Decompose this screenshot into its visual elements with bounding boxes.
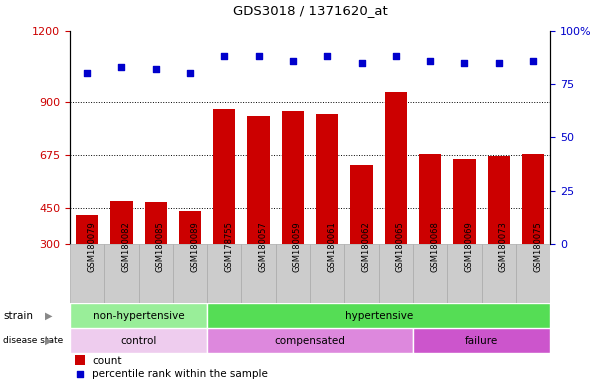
Bar — [207, 303, 550, 328]
Text: GSM180057: GSM180057 — [258, 222, 268, 272]
Bar — [70, 328, 207, 353]
Bar — [385, 92, 407, 244]
Bar — [522, 154, 544, 244]
Bar — [379, 244, 413, 303]
Bar — [419, 154, 441, 244]
Bar — [488, 156, 510, 244]
Point — [425, 58, 435, 64]
Text: GSM180085: GSM180085 — [156, 222, 165, 272]
Text: failure: failure — [465, 336, 498, 346]
Bar — [350, 164, 373, 244]
Point — [357, 60, 367, 66]
Bar — [447, 244, 482, 303]
Bar — [310, 244, 344, 303]
Point — [117, 64, 126, 70]
Bar — [207, 244, 241, 303]
Bar — [207, 328, 413, 353]
Text: GSM180068: GSM180068 — [430, 222, 439, 272]
Point — [460, 60, 469, 66]
Point — [75, 371, 85, 377]
Bar — [110, 201, 133, 244]
Text: GSM180089: GSM180089 — [190, 222, 199, 272]
Bar — [139, 244, 173, 303]
Text: GSM180065: GSM180065 — [396, 222, 405, 272]
Bar — [145, 202, 167, 244]
Text: GSM180082: GSM180082 — [122, 222, 130, 272]
Text: GSM180073: GSM180073 — [499, 222, 508, 272]
Text: ▶: ▶ — [45, 311, 52, 321]
Text: disease state: disease state — [3, 336, 63, 345]
Bar — [276, 244, 310, 303]
Text: GSM180062: GSM180062 — [362, 222, 370, 272]
Point — [391, 53, 401, 60]
Bar — [241, 244, 276, 303]
Bar — [482, 244, 516, 303]
Bar — [179, 211, 201, 244]
Text: count: count — [92, 356, 122, 366]
Text: compensated: compensated — [275, 336, 345, 346]
Text: ▶: ▶ — [45, 336, 52, 346]
Text: GSM180079: GSM180079 — [87, 222, 96, 272]
Bar — [247, 116, 270, 244]
Bar — [516, 244, 550, 303]
Bar — [413, 244, 447, 303]
Point — [219, 53, 229, 60]
Point — [151, 66, 161, 72]
Bar — [70, 303, 207, 328]
Text: GDS3018 / 1371620_at: GDS3018 / 1371620_at — [233, 4, 387, 17]
Point — [185, 70, 195, 76]
Bar — [316, 114, 339, 244]
Text: non-hypertensive: non-hypertensive — [93, 311, 184, 321]
Bar — [344, 244, 379, 303]
Point — [288, 58, 298, 64]
Text: GSM178755: GSM178755 — [224, 222, 233, 272]
Bar — [454, 159, 475, 244]
Bar — [70, 244, 104, 303]
Bar — [76, 215, 98, 244]
Text: percentile rank within the sample: percentile rank within the sample — [92, 369, 268, 379]
Bar — [173, 244, 207, 303]
Bar — [75, 355, 85, 366]
Text: GSM180061: GSM180061 — [327, 222, 336, 272]
Text: GSM180059: GSM180059 — [293, 222, 302, 272]
Point — [82, 70, 92, 76]
Text: GSM180075: GSM180075 — [533, 222, 542, 272]
Point — [494, 60, 503, 66]
Text: hypertensive: hypertensive — [345, 311, 413, 321]
Bar — [282, 111, 304, 244]
Point — [254, 53, 263, 60]
Point — [528, 58, 538, 64]
Text: strain: strain — [3, 311, 33, 321]
Text: control: control — [120, 336, 157, 346]
Bar — [413, 328, 550, 353]
Text: GSM180069: GSM180069 — [465, 222, 474, 272]
Bar — [213, 109, 235, 244]
Bar — [104, 244, 139, 303]
Point — [322, 53, 332, 60]
